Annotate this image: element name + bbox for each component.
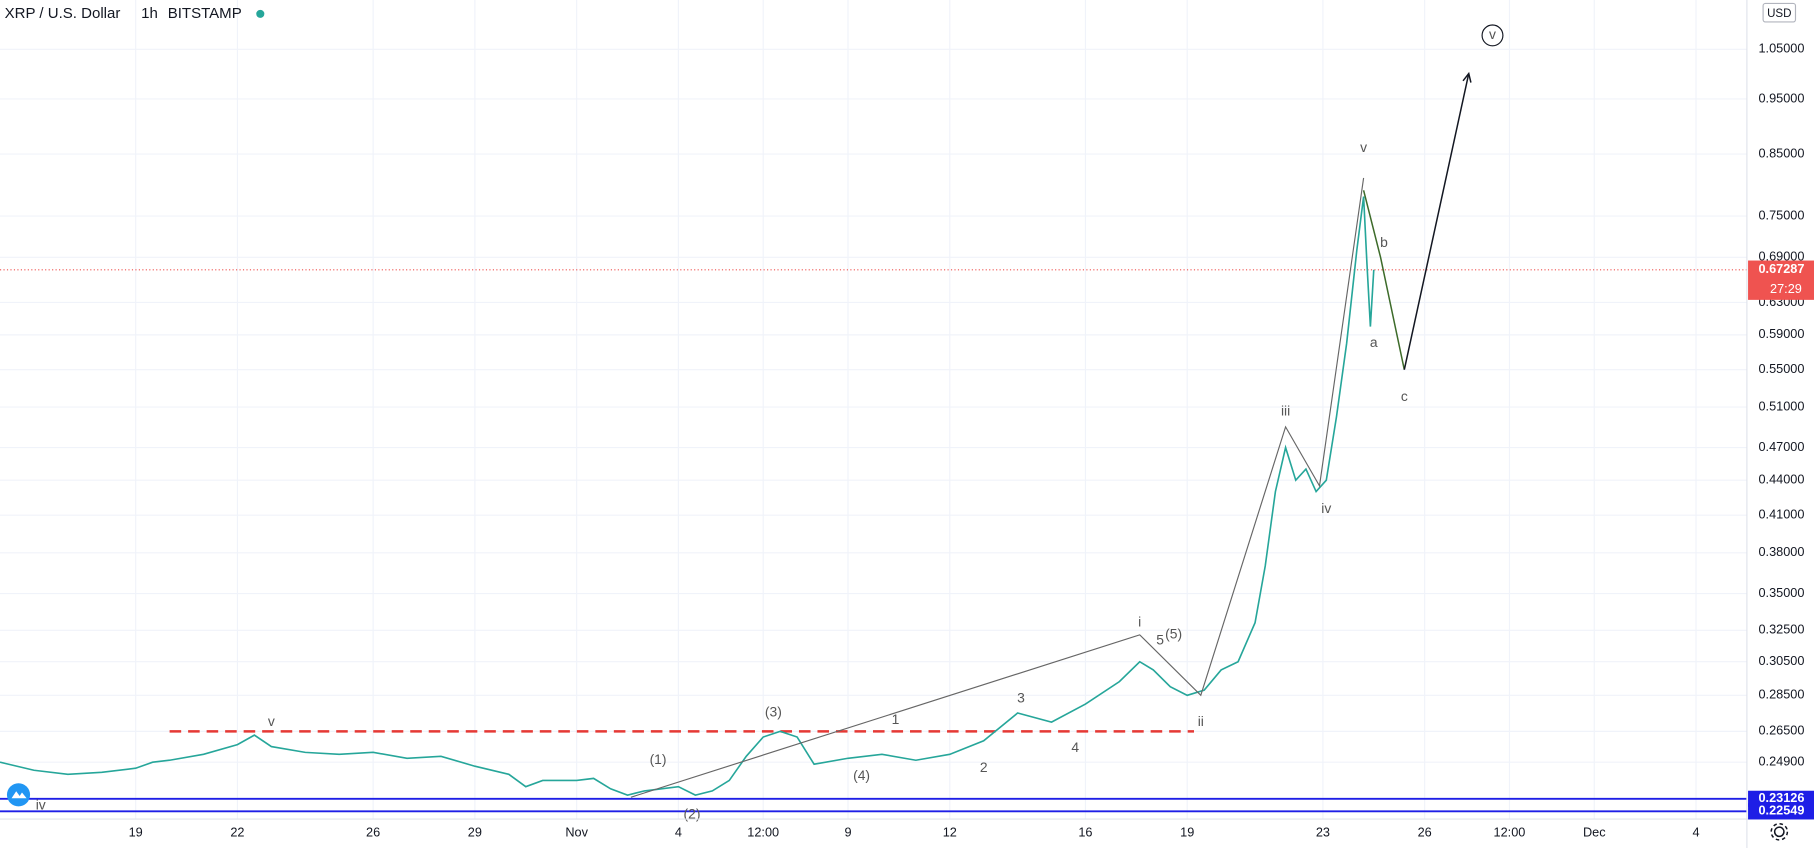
level-label: 0.22549 xyxy=(1758,803,1804,818)
y-tick-label: 0.28500 xyxy=(1758,687,1804,702)
y-tick-label: 0.55000 xyxy=(1758,361,1804,376)
wave-label: v xyxy=(1360,139,1367,155)
y-tick-label: 0.38000 xyxy=(1758,544,1804,559)
logo xyxy=(6,783,31,807)
arrow-head xyxy=(1462,71,1472,83)
x-tick-label: 19 xyxy=(1180,824,1194,839)
wave-label: 2 xyxy=(980,759,988,775)
x-tick-label: 12:00 xyxy=(747,824,779,839)
x-tick-label: 9 xyxy=(844,824,851,839)
wave-label: (4) xyxy=(853,767,870,783)
level-label: 0.23126 xyxy=(1758,790,1804,805)
wave-label: ii xyxy=(1198,713,1204,729)
projection-line xyxy=(1362,190,1406,370)
price-badge xyxy=(1748,260,1814,300)
wave-label: 1 xyxy=(892,711,900,727)
wave-label: (2) xyxy=(683,805,700,821)
x-tick-label: 29 xyxy=(468,824,482,839)
wave-label: 5 xyxy=(1156,632,1164,648)
wave-count-line xyxy=(630,177,1365,798)
x-tick-label: 4 xyxy=(1692,824,1699,839)
y-tick-label: 0.59000 xyxy=(1758,326,1804,341)
price-label: 0.67287 xyxy=(1758,261,1804,276)
currency-box[interactable] xyxy=(1762,2,1797,23)
wave-label: b xyxy=(1380,234,1388,250)
wave-label: 4 xyxy=(1071,739,1079,755)
x-tick-label: 23 xyxy=(1316,824,1330,839)
currency: USD xyxy=(1767,8,1791,20)
x-tick-label: 12:00 xyxy=(1494,824,1526,839)
x-tick-label: Dec xyxy=(1583,824,1606,839)
y-tick-label: 0.44000 xyxy=(1758,472,1804,487)
target-line xyxy=(1403,73,1470,370)
wave-label: (5) xyxy=(1165,626,1182,642)
wave-label: (3) xyxy=(765,704,782,720)
y-tick-label: 0.32500 xyxy=(1758,622,1804,637)
y-tick-label: 0.47000 xyxy=(1758,439,1804,454)
y-tick-label: 0.26500 xyxy=(1758,723,1804,738)
interval: 1h xyxy=(141,5,158,22)
wave-label: a xyxy=(1370,334,1378,350)
wave-label: iv xyxy=(1321,500,1331,516)
price-line xyxy=(0,196,1375,796)
countdown: 27:29 xyxy=(1770,281,1802,296)
settings-icon[interactable] xyxy=(1770,822,1789,841)
wave-label: 3 xyxy=(1017,689,1025,705)
y-tick-label: 0.51000 xyxy=(1758,398,1804,413)
x-tick-label: Nov xyxy=(565,824,588,839)
y-tick-label: 1.05000 xyxy=(1758,41,1804,56)
x-tick-label: 19 xyxy=(129,824,143,839)
symbol: XRP / U.S. Dollar xyxy=(5,5,121,22)
exchange: BITSTAMP xyxy=(168,5,242,22)
x-tick-label: 16 xyxy=(1078,824,1092,839)
wave-label: (1) xyxy=(650,751,667,767)
wave-label: v xyxy=(1489,26,1496,42)
level-badge xyxy=(1748,803,1814,820)
wave-label: iv xyxy=(36,797,46,813)
status-dot xyxy=(256,9,265,18)
x-tick-label: 12 xyxy=(943,824,957,839)
wave-label: c xyxy=(1401,388,1408,404)
x-tick-label: 26 xyxy=(366,824,380,839)
y-tick-label: 0.95000 xyxy=(1758,90,1804,105)
wave-label: iii xyxy=(1281,403,1290,419)
x-tick-label: 4 xyxy=(675,824,682,839)
x-tick-label: 22 xyxy=(230,824,244,839)
y-tick-label: 0.41000 xyxy=(1758,507,1804,522)
wave-label: i xyxy=(1138,613,1141,629)
x-tick-label: 26 xyxy=(1418,824,1432,839)
y-tick-label: 0.75000 xyxy=(1758,207,1804,222)
wave-circle xyxy=(1481,24,1504,47)
level-badge xyxy=(1748,790,1814,807)
y-tick-label: 0.85000 xyxy=(1758,145,1804,160)
y-tick-label: 0.35000 xyxy=(1758,585,1804,600)
wave-label: v xyxy=(268,713,275,729)
y-tick-label: 0.24900 xyxy=(1758,754,1804,769)
y-tick-label: 0.30500 xyxy=(1758,653,1804,668)
y-tick-label: 0.69000 xyxy=(1758,249,1804,264)
